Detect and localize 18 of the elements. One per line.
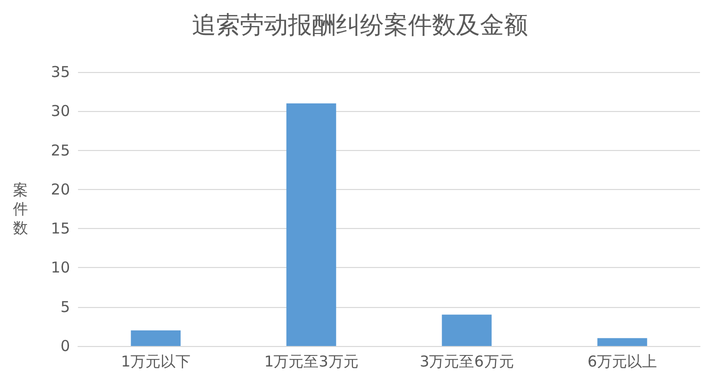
y-tick-label: 20 — [50, 180, 70, 198]
x-tick-label: 3万元至6万元 — [420, 352, 514, 370]
x-tick-label: 6万元以上 — [587, 352, 658, 370]
bar — [597, 338, 648, 346]
bar — [130, 330, 181, 346]
chart-title: 追索劳动报酬纠纷案件数及金额 — [192, 11, 528, 39]
y-tick-label: 15 — [50, 220, 70, 238]
y-axis-title: 案件数 — [13, 181, 28, 237]
x-tick-label: 1万元至3万元 — [264, 352, 358, 370]
y-tick-label: 25 — [50, 141, 70, 160]
y-tick-label: 10 — [50, 258, 70, 277]
y-tick-label: 5 — [60, 298, 70, 316]
x-tick-label: 1万元以下 — [120, 352, 191, 370]
y-tick-label: 30 — [50, 102, 70, 120]
y-tick-label: 35 — [50, 63, 70, 81]
bar — [442, 314, 492, 346]
y-tick-label: 0 — [60, 337, 70, 355]
bar — [286, 103, 336, 346]
